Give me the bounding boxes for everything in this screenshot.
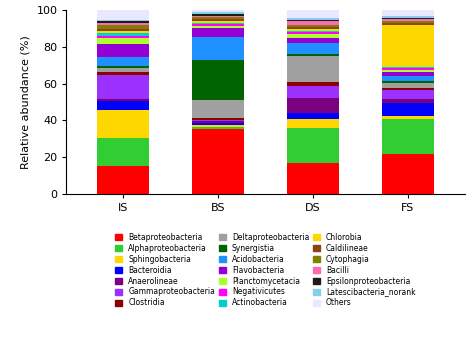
Bar	[97, 38, 149, 44]
Bar	[192, 16, 244, 17]
Bar	[287, 43, 339, 54]
Bar	[192, 12, 244, 14]
Y-axis label: Relative abundance (%): Relative abundance (%)	[21, 35, 31, 169]
Bar	[382, 25, 434, 67]
Bar	[97, 166, 149, 194]
Bar	[97, 33, 149, 36]
Bar	[382, 99, 434, 103]
Bar	[192, 127, 244, 128]
Bar	[97, 72, 149, 75]
Bar	[382, 19, 434, 21]
Bar	[382, 154, 434, 194]
Bar	[287, 25, 339, 27]
Bar	[192, 21, 244, 23]
Bar	[192, 60, 244, 100]
Bar	[382, 10, 434, 16]
Bar	[97, 36, 149, 38]
Bar	[192, 125, 244, 127]
Bar	[97, 23, 149, 25]
Bar	[287, 85, 339, 98]
Bar	[287, 27, 339, 29]
Bar	[287, 34, 339, 38]
Bar	[97, 75, 149, 99]
Bar	[382, 18, 434, 19]
Bar	[382, 89, 434, 90]
Bar	[192, 19, 244, 21]
Bar	[97, 110, 149, 138]
Bar	[192, 25, 244, 26]
Bar	[192, 17, 244, 19]
Bar	[287, 82, 339, 85]
Bar	[97, 138, 149, 166]
Bar	[97, 31, 149, 33]
Bar	[97, 20, 149, 21]
Bar	[192, 128, 244, 194]
Bar	[192, 100, 244, 118]
Bar	[192, 118, 244, 120]
Bar	[97, 57, 149, 66]
Bar	[192, 37, 244, 60]
Bar	[287, 56, 339, 82]
Bar	[382, 81, 434, 83]
Bar	[97, 68, 149, 72]
Bar	[287, 18, 339, 19]
Bar	[382, 70, 434, 72]
Bar	[287, 33, 339, 34]
Bar	[382, 23, 434, 25]
Bar	[287, 54, 339, 56]
Bar	[97, 99, 149, 101]
Bar	[382, 119, 434, 154]
Bar	[287, 98, 339, 113]
Bar	[382, 67, 434, 69]
Bar	[287, 113, 339, 119]
Bar	[192, 10, 244, 12]
Bar	[97, 10, 149, 20]
Bar	[287, 163, 339, 194]
Bar	[287, 30, 339, 33]
Bar	[382, 90, 434, 99]
Bar	[382, 72, 434, 76]
Bar	[382, 16, 434, 18]
Bar	[97, 101, 149, 110]
Bar	[97, 21, 149, 23]
Legend: Betaproteobacteria, Alphaproteobacteria, Sphingobacteria, Bacteroidia, Anaerolin: Betaproteobacteria, Alphaproteobacteria,…	[113, 230, 418, 310]
Bar	[192, 121, 244, 123]
Bar	[382, 103, 434, 116]
Bar	[287, 38, 339, 43]
Bar	[192, 28, 244, 37]
Bar	[382, 83, 434, 89]
Bar	[192, 14, 244, 16]
Bar	[382, 76, 434, 81]
Bar	[97, 66, 149, 68]
Bar	[97, 25, 149, 29]
Bar	[287, 29, 339, 30]
Bar	[382, 116, 434, 119]
Bar	[97, 44, 149, 57]
Bar	[192, 120, 244, 121]
Bar	[287, 119, 339, 128]
Bar	[287, 10, 339, 18]
Bar	[192, 23, 244, 25]
Bar	[287, 21, 339, 25]
Bar	[382, 21, 434, 23]
Bar	[192, 123, 244, 125]
Bar	[287, 128, 339, 163]
Bar	[192, 26, 244, 28]
Bar	[382, 69, 434, 70]
Bar	[97, 29, 149, 31]
Bar	[287, 19, 339, 21]
